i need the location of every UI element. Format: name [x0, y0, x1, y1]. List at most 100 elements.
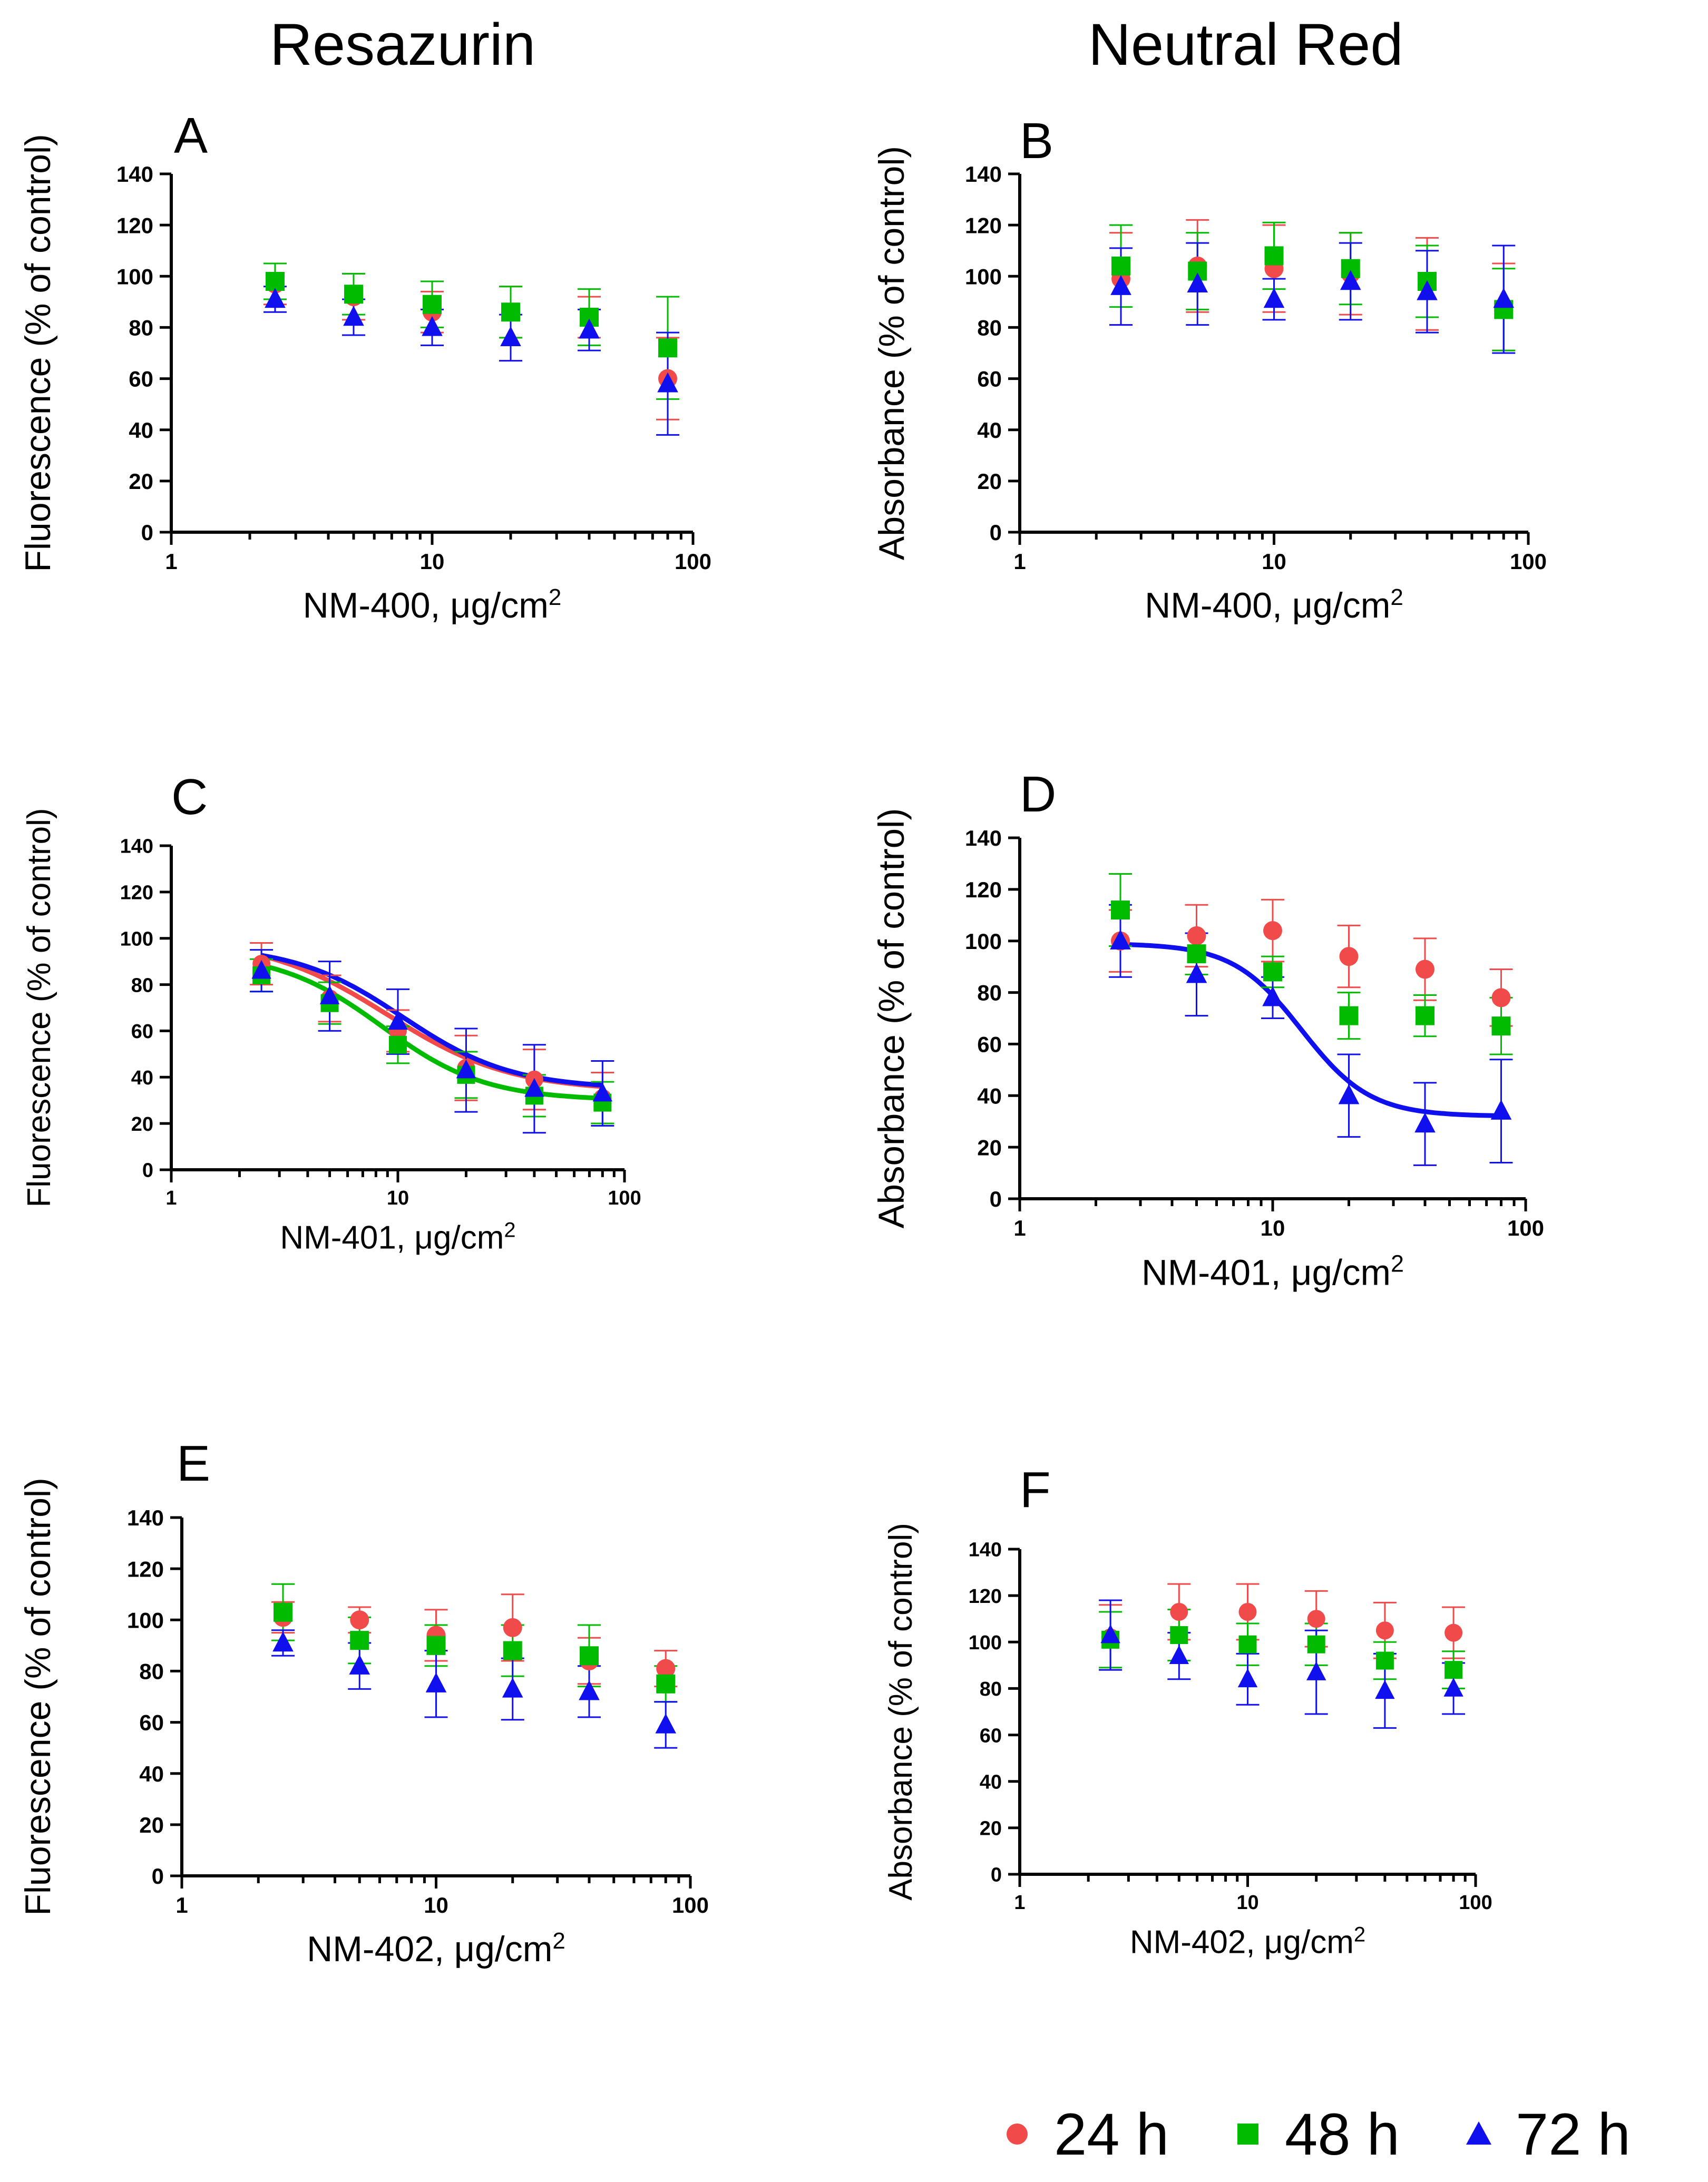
y-tick-label: 20	[139, 1813, 164, 1837]
panel-letter: C	[171, 769, 208, 825]
legend-item-48h: 48 h	[1232, 2100, 1400, 2168]
data-point-72h	[1186, 963, 1207, 983]
data-point-72h	[1340, 270, 1361, 290]
data-point-72h	[388, 1011, 408, 1030]
data-point-72h	[502, 1677, 523, 1698]
data-point-72h	[422, 316, 443, 336]
x-axis-label: NM-401, μg/cm2	[280, 1219, 515, 1256]
data-point-48h	[1111, 256, 1131, 276]
data-point-24h	[1415, 960, 1434, 979]
data-point-48h	[389, 1035, 407, 1054]
y-tick-label: 40	[977, 418, 1002, 443]
data-point-48h	[1263, 962, 1282, 982]
data-point-48h	[350, 1631, 369, 1650]
y-tick-label: 120	[965, 213, 1002, 238]
data-point-72h	[1414, 1112, 1436, 1133]
x-tick-label: 10	[420, 549, 445, 574]
chart-panel-D: D 0 20 40 60 80 100 120 140 1 10 100 NM-401, μg/cm2 A…	[871, 766, 1544, 1293]
data-point-48h	[1238, 1635, 1257, 1653]
x-axis-label: NM-400, μg/cm2	[303, 584, 562, 626]
x-axis-label: NM-400, μg/cm2	[1145, 584, 1403, 626]
data-point-48h	[1445, 1661, 1463, 1679]
data-point-72h	[500, 326, 521, 347]
chart-panel-E: E 0 20 40 60 80 100 120 140 1 10 100 NM-402, μg/cm2 F…	[18, 1435, 709, 1969]
y-tick-label: 120	[965, 877, 1002, 902]
data-point-72h	[349, 1655, 370, 1675]
legend: 24 h 48 h 72 h	[1001, 2100, 1694, 2168]
panel-letter: A	[174, 107, 208, 164]
y-tick-label: 80	[131, 974, 153, 996]
data-point-48h	[274, 1602, 293, 1622]
data-point-48h	[503, 1641, 522, 1660]
y-tick-label: 140	[116, 162, 153, 187]
y-tick-label: 100	[127, 1608, 164, 1632]
y-tick-label: 80	[977, 316, 1002, 340]
x-tick-label: 100	[675, 549, 711, 574]
data-point-72h	[657, 372, 678, 393]
data-point-72h	[1306, 1661, 1326, 1680]
chart-panel-A: A 0 20 40 60 80 100 120 140 1 10 100 NM-400, μg/cm2 F…	[18, 107, 711, 625]
y-tick-label: 60	[131, 1021, 153, 1043]
y-tick-label: 140	[965, 826, 1002, 850]
y-tick-label: 60	[139, 1710, 164, 1735]
data-point-72h	[319, 985, 340, 1004]
data-point-48h	[1339, 1006, 1359, 1025]
data-point-24h	[1445, 1623, 1463, 1642]
data-point-72h	[1263, 288, 1285, 308]
data-point-72h	[1110, 275, 1131, 295]
data-point-48h	[1415, 1006, 1434, 1025]
data-point-72h	[1237, 1668, 1258, 1688]
data-point-24h	[1491, 988, 1511, 1007]
y-tick-label: 100	[965, 929, 1002, 954]
legend-item-24h: 24 h	[1001, 2100, 1169, 2168]
data-point-48h	[1187, 944, 1206, 964]
y-tick-label: 140	[969, 1539, 1002, 1561]
data-point-48h	[1375, 1651, 1394, 1670]
y-tick-label: 20	[980, 1818, 1002, 1840]
x-tick-label: 100	[1510, 549, 1547, 574]
x-tick-label: 1	[1013, 1216, 1026, 1240]
data-point-24h	[1375, 1621, 1394, 1640]
data-point-48h	[1307, 1635, 1325, 1653]
y-tick-label: 0	[142, 1160, 153, 1182]
y-tick-label: 0	[991, 1864, 1002, 1886]
fit-curve-24h	[260, 953, 603, 1089]
y-tick-label: 20	[977, 1135, 1002, 1160]
data-point-72h	[1417, 280, 1438, 300]
y-tick-label: 40	[131, 1067, 153, 1089]
data-point-48h	[426, 1636, 446, 1655]
y-tick-label: 40	[139, 1762, 164, 1786]
legend-marker-square-icon	[1232, 2118, 1264, 2150]
data-point-48h	[1264, 246, 1284, 266]
y-tick-label: 40	[977, 1083, 1002, 1108]
data-point-72h	[524, 1078, 544, 1097]
y-axis-label: Fluorescence (% of control)	[18, 1478, 58, 1915]
fit-curve-72h	[261, 953, 603, 1088]
y-tick-label: 60	[977, 1032, 1002, 1057]
data-point-72h	[592, 1082, 613, 1102]
legend-marker-circle-icon	[1001, 2118, 1033, 2150]
y-tick-label: 0	[990, 1187, 1002, 1211]
data-point-72h	[655, 1713, 677, 1734]
y-tick-label: 100	[969, 1632, 1002, 1654]
legend-item-72h: 72 h	[1463, 2100, 1631, 2168]
y-tick-label: 120	[116, 213, 153, 238]
data-point-48h	[656, 1674, 676, 1694]
x-tick-label: 10	[1262, 549, 1286, 574]
y-tick-label: 120	[969, 1586, 1002, 1608]
legend-label: 72 h	[1515, 2101, 1631, 2167]
data-point-24h	[350, 1610, 369, 1630]
data-point-48h	[1170, 1626, 1188, 1645]
data-point-72h	[1338, 1084, 1360, 1104]
y-tick-label: 0	[152, 1864, 164, 1889]
data-point-48h	[501, 302, 521, 322]
data-point-48h	[1491, 1016, 1511, 1036]
y-tick-label: 60	[977, 367, 1002, 392]
x-axis-label: NM-402, μg/cm2	[307, 1928, 565, 1970]
y-tick-label: 100	[120, 928, 153, 950]
panel-letter: D	[1020, 766, 1056, 823]
data-point-72h	[425, 1672, 447, 1692]
fit-curve-48h	[261, 963, 603, 1101]
data-point-72h	[579, 318, 600, 339]
data-point-48h	[658, 338, 678, 358]
